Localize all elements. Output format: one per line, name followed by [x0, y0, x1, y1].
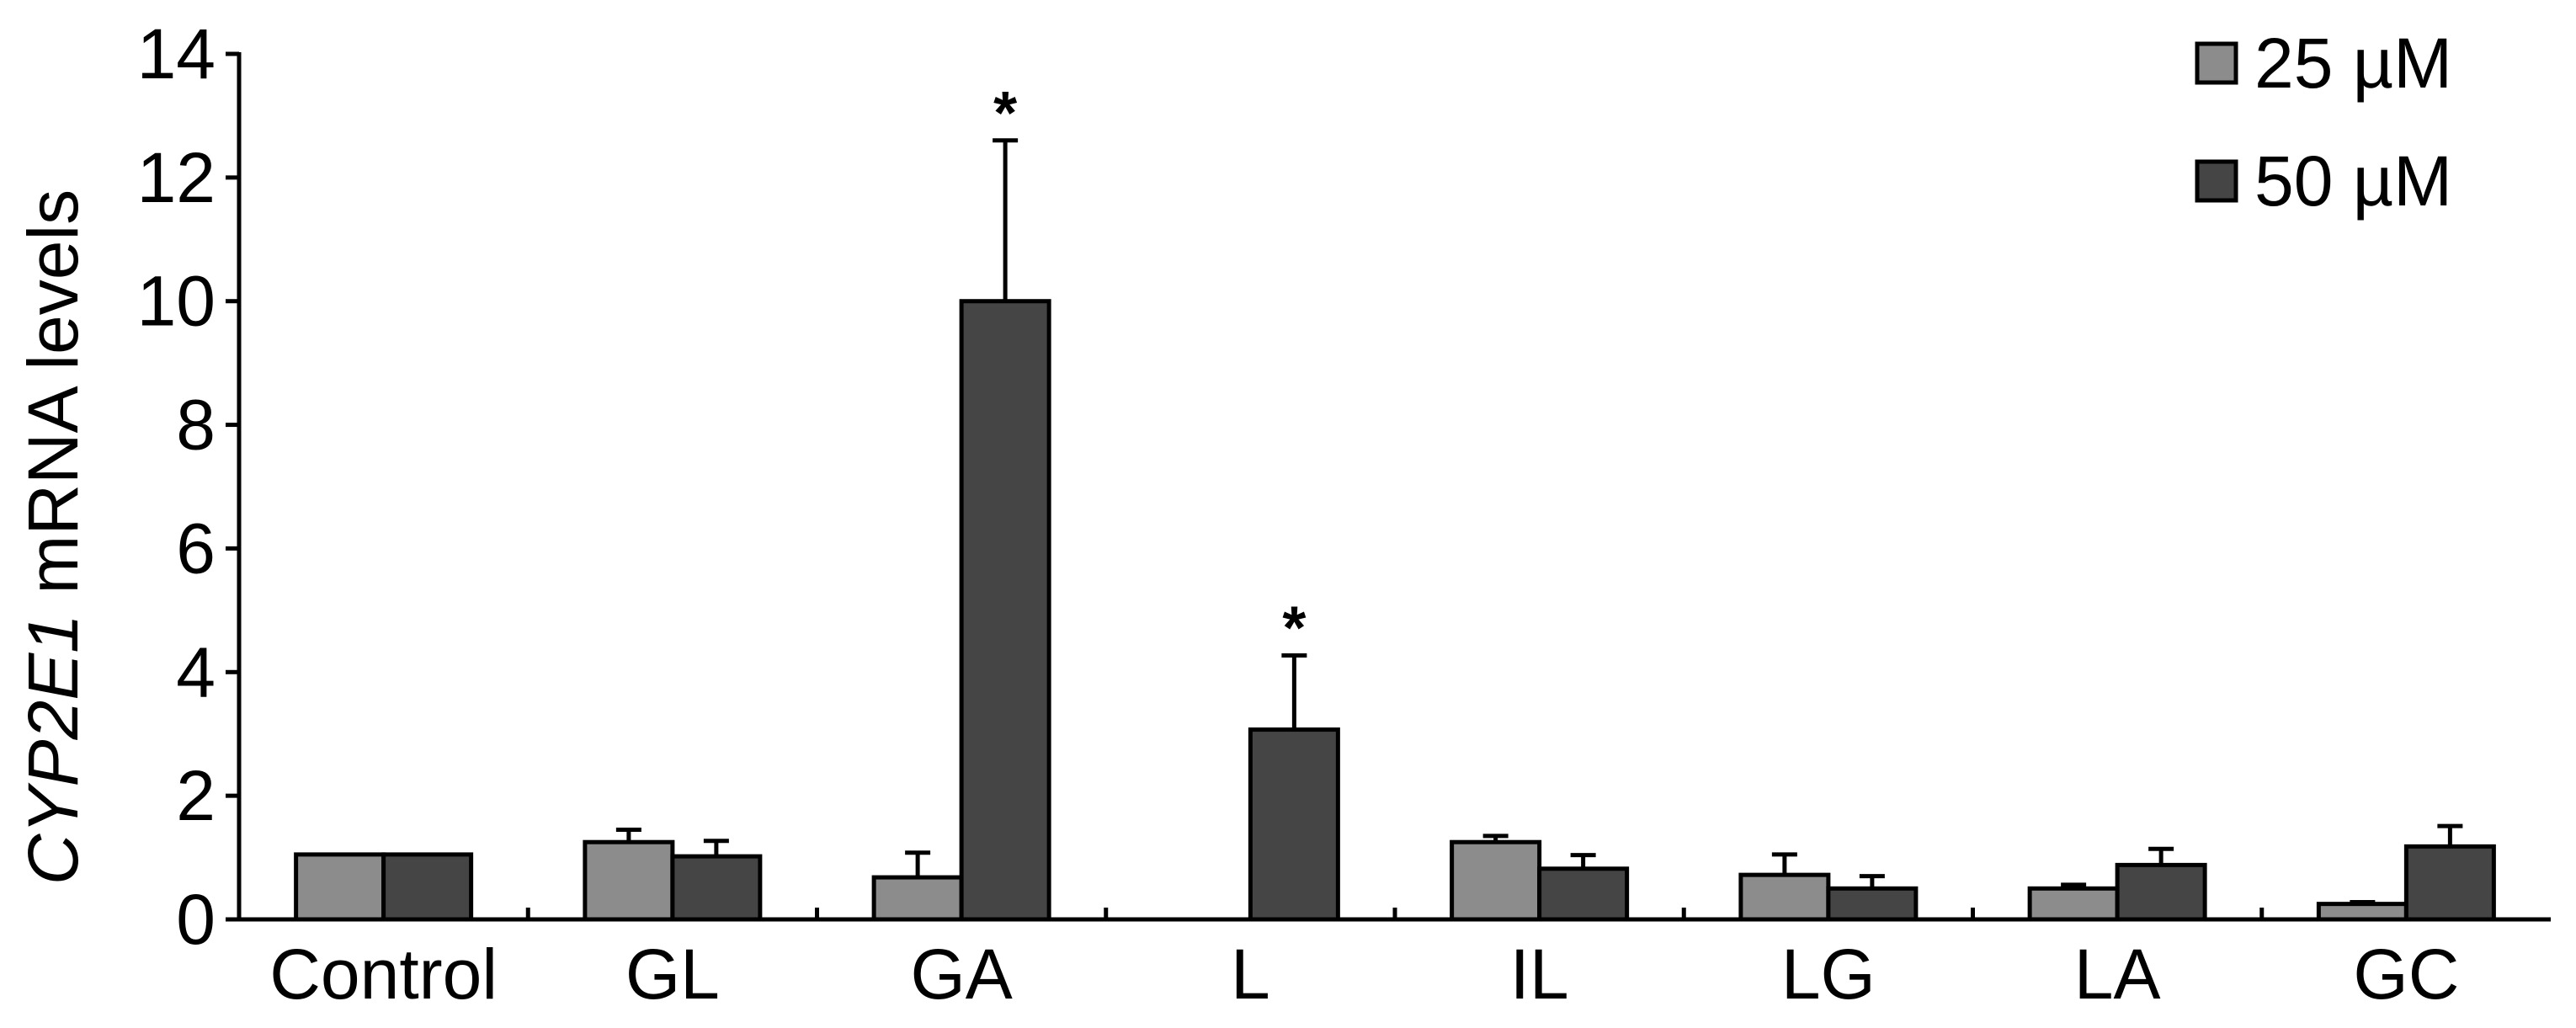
x-tick-label-0: Control	[269, 935, 498, 1014]
legend-label-1: 50 µM	[2254, 141, 2452, 221]
bar-1-5	[1826, 886, 1919, 922]
y-axis-label-text: CYP2E1 mRNA levels	[13, 189, 93, 885]
x-tick-label-3: L	[1231, 935, 1270, 1014]
bar-0-5	[1738, 872, 1831, 922]
y-ticks: 0 2 4 6 8 10 12 14	[137, 14, 239, 959]
significance-marker-1-2: *	[993, 80, 1017, 147]
y-tick-label-4: 8	[176, 386, 216, 465]
bar-0-2	[871, 875, 964, 922]
y-tick-label-0: 0	[176, 880, 216, 959]
y-axis-label-gene: CYP2E1	[13, 614, 93, 885]
y-tick-label-3: 6	[176, 509, 216, 588]
y-tick-label-7: 14	[137, 14, 216, 93]
y-tick-label-6: 12	[137, 138, 216, 217]
bar-0-1	[583, 839, 675, 922]
x-tick-label-7: GC	[2353, 935, 2459, 1014]
bar-0-4	[1450, 839, 1542, 922]
x-tick-label-2: GA	[910, 935, 1012, 1014]
y-axis-label: CYP2E1 mRNA levels	[13, 189, 93, 885]
bar-1-2	[959, 299, 1051, 922]
y-tick-label-2: 4	[176, 632, 216, 711]
y-axis-label-suffix: mRNA levels	[13, 189, 93, 614]
legend-label-0: 25 µM	[2254, 24, 2452, 103]
bar-1-7	[2403, 844, 2496, 922]
significance-marker-1-3: *	[1282, 594, 1306, 662]
bar-1-3	[1248, 727, 1340, 922]
bars: **	[294, 80, 2496, 922]
x-tick-label-5: LG	[1781, 935, 1876, 1014]
bar-1-4	[1537, 866, 1630, 922]
bar-1-1	[670, 854, 763, 922]
legend-swatch-0	[2195, 41, 2238, 85]
bar-0-6	[2027, 886, 2120, 922]
x-tick-label-4: IL	[1510, 935, 1569, 1014]
x-tick-label-6: LA	[2074, 935, 2161, 1014]
bar-1-0	[381, 852, 474, 922]
x-tick-label-1: GL	[625, 935, 720, 1014]
y-tick-label-5: 10	[137, 262, 216, 341]
x-tick-labels: Control GL GA L IL LG LA GC	[269, 935, 2459, 1014]
legend-swatch-1	[2195, 159, 2238, 203]
bar-1-6	[2115, 862, 2207, 922]
bar-0-7	[2316, 902, 2408, 922]
y-tick-label-1: 2	[176, 756, 216, 835]
legend: 25 µM 50 µM	[2195, 24, 2452, 221]
bar-0-0	[294, 852, 386, 922]
